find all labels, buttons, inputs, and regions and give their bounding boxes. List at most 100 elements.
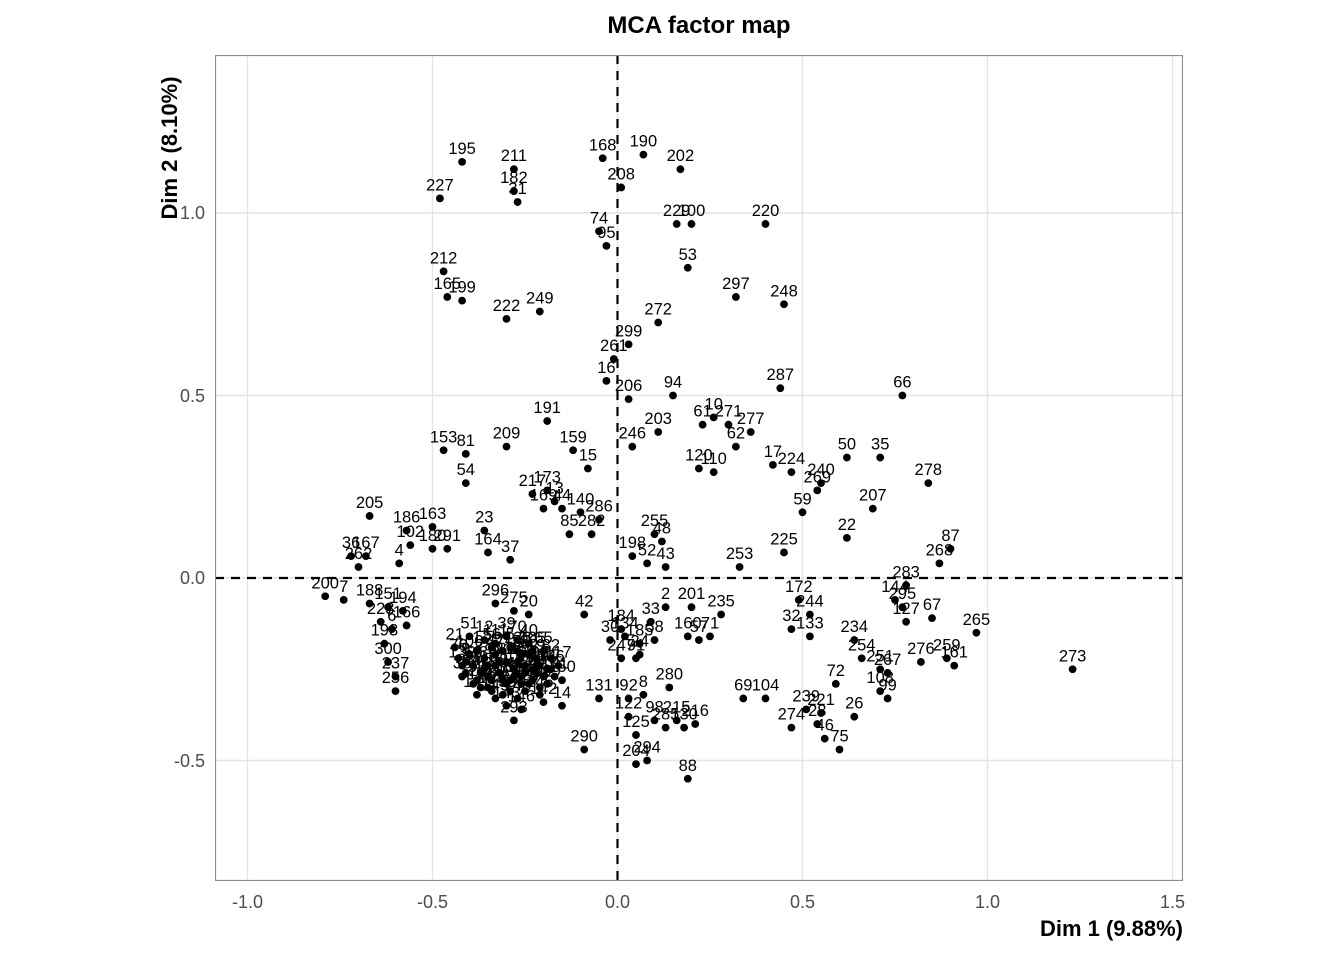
point-label: 202 [667, 147, 695, 165]
point-label: 6 [387, 607, 396, 625]
point-label: 195 [448, 140, 476, 158]
point-label: 82 [542, 636, 560, 654]
data-point [465, 650, 474, 659]
data-point [687, 220, 696, 228]
x-tick-label: 1.0 [974, 892, 1001, 912]
point-label: 137 [474, 655, 502, 673]
data-point [732, 442, 740, 451]
data-point [868, 504, 877, 513]
point-label: 251 [866, 647, 894, 665]
data-point [806, 610, 814, 619]
data-point [617, 654, 626, 663]
point-label: 118 [471, 647, 497, 665]
panel-border [215, 55, 1183, 881]
data-point [502, 314, 511, 323]
data-point [473, 647, 481, 655]
point-label: 169 [530, 487, 558, 505]
data-point [798, 508, 807, 517]
point-label: 13 [545, 479, 563, 497]
data-point [443, 293, 452, 301]
point-label: 254 [848, 636, 876, 654]
point-label: 99 [878, 676, 896, 694]
data-point [580, 745, 589, 754]
point-label: 138 [515, 662, 543, 680]
data-point [813, 486, 822, 495]
point-label: 135 [496, 658, 524, 676]
data-point [761, 220, 770, 228]
data-point [843, 453, 851, 462]
data-point [498, 647, 507, 655]
point-label: 191 [533, 399, 561, 417]
data-point [376, 617, 385, 626]
data-point [384, 658, 392, 666]
data-point [658, 537, 666, 546]
data-point [535, 690, 544, 699]
point-label: 1 [472, 629, 481, 647]
data-point [543, 679, 552, 688]
data-point [510, 606, 518, 615]
data-point [513, 198, 522, 206]
data-point [399, 606, 407, 615]
point-label: 12 [475, 618, 493, 636]
data-point [661, 563, 670, 571]
data-point [972, 628, 981, 637]
data-point [495, 669, 503, 677]
point-label: 290 [570, 728, 598, 746]
data-point [724, 420, 733, 429]
data-point [661, 723, 670, 732]
x-tick-label: -1.0 [231, 892, 264, 912]
data-point [787, 468, 796, 477]
point-label: 31 [508, 180, 526, 198]
point-label: 165 [434, 275, 462, 293]
point-label: 87 [941, 527, 959, 545]
point-label: 180 [419, 527, 447, 545]
point-label: 2 [661, 585, 670, 603]
data-point [495, 658, 503, 666]
data-point [469, 679, 478, 688]
data-point [617, 625, 626, 633]
point-label: 198 [619, 534, 647, 552]
point-label: 265 [963, 611, 991, 629]
data-point [602, 377, 611, 385]
point-label: 204 [622, 742, 650, 760]
x-axis-title: Dim 1 (9.88%) [1039, 916, 1183, 941]
point-label: 164 [474, 530, 502, 548]
point-label: 168 [589, 136, 617, 154]
point-label: 185 [626, 622, 654, 640]
point-label: 36 [342, 534, 360, 552]
point-label: 88 [679, 757, 697, 775]
point-label: 22 [838, 516, 856, 534]
point-label: 271 [715, 403, 743, 421]
data-point [491, 639, 500, 648]
data-point [517, 679, 526, 688]
data-point [632, 731, 640, 739]
point-label: 7 [339, 578, 348, 596]
point-label: 172 [785, 578, 813, 596]
chart-title: MCA factor map [607, 12, 791, 39]
data-point [831, 679, 840, 688]
point-label: 278 [915, 461, 943, 479]
data-point [687, 603, 696, 612]
data-point [739, 694, 748, 703]
point-label: 132 [448, 644, 476, 662]
point-label: 54 [457, 461, 475, 479]
data-point [487, 687, 496, 696]
x-tick-label: -0.5 [416, 892, 449, 912]
point-label: 50 [838, 436, 856, 454]
data-point [683, 632, 692, 641]
point-label: 224 [778, 450, 806, 468]
point-label: 81 [457, 432, 475, 450]
point-label: 91 [627, 636, 645, 654]
data-point [465, 632, 474, 641]
point-label: 131 [585, 676, 613, 694]
point-label: 5 [506, 625, 515, 643]
data-point [391, 672, 400, 681]
data-point [806, 632, 814, 641]
data-point [484, 548, 492, 557]
data-point [480, 665, 489, 674]
point-label: 227 [426, 176, 454, 194]
point-label: 42 [575, 593, 593, 611]
point-label: 229 [663, 202, 691, 220]
point-label: 235 [707, 593, 735, 611]
data-point [813, 720, 822, 728]
